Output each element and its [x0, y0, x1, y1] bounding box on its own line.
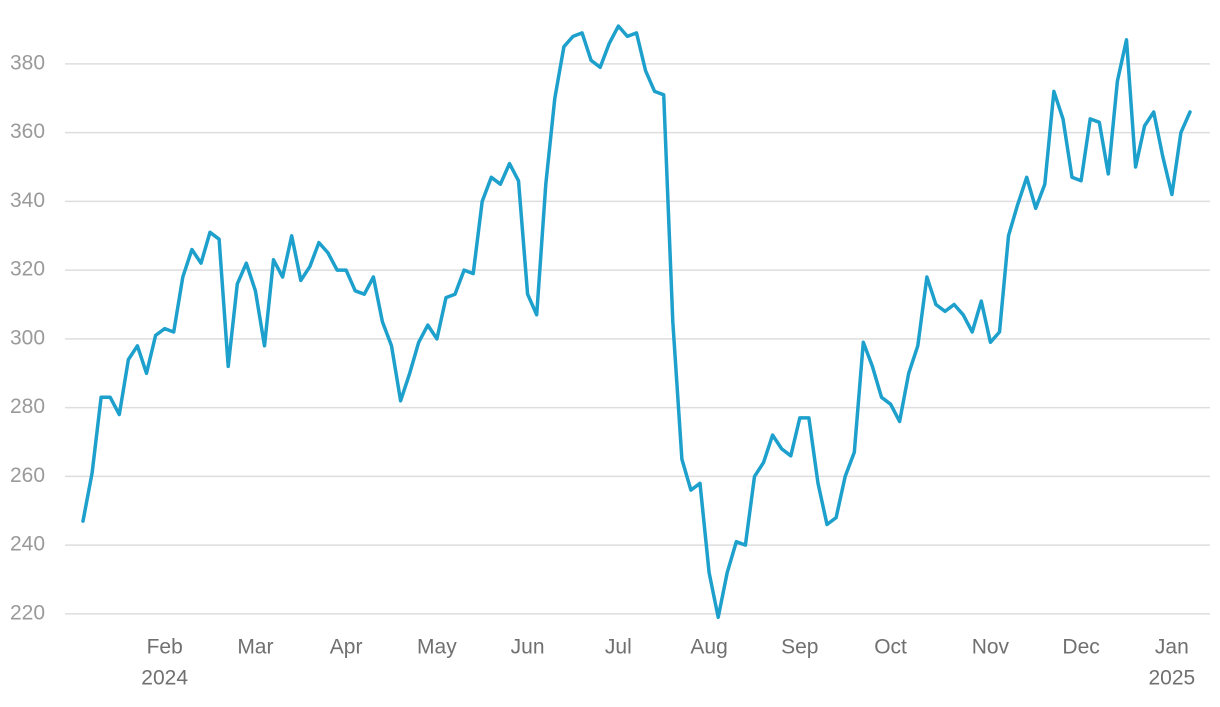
x-tick-label: Sep — [781, 636, 818, 659]
y-tick-label: 220 — [10, 601, 45, 624]
y-tick-label: 280 — [10, 395, 45, 418]
x-tick-label: Oct — [874, 636, 907, 659]
x-tick-label: Nov — [972, 636, 1010, 659]
x-tick-label: Feb — [147, 636, 183, 659]
y-tick-label: 360 — [10, 120, 45, 143]
y-tick-label: 380 — [10, 51, 45, 74]
y-tick-label: 300 — [10, 326, 45, 349]
x-tick-label: Jun — [511, 636, 545, 659]
y-tick-label: 340 — [10, 189, 45, 212]
y-tick-label: 260 — [10, 464, 45, 487]
x-year-label: 2024 — [141, 667, 188, 690]
x-tick-label: Apr — [330, 636, 363, 659]
y-tick-label: 320 — [10, 258, 45, 281]
x-tick-label: Dec — [1062, 636, 1099, 659]
x-year-label: 2025 — [1148, 667, 1195, 690]
x-tick-label: Aug — [690, 636, 727, 659]
y-tick-label: 240 — [10, 533, 45, 556]
x-tick-label: Mar — [237, 636, 273, 659]
x-tick-label: Jan — [1155, 636, 1189, 659]
x-tick-label: Jul — [605, 636, 632, 659]
x-tick-label: May — [417, 636, 457, 659]
data-line — [81, 24, 1192, 620]
